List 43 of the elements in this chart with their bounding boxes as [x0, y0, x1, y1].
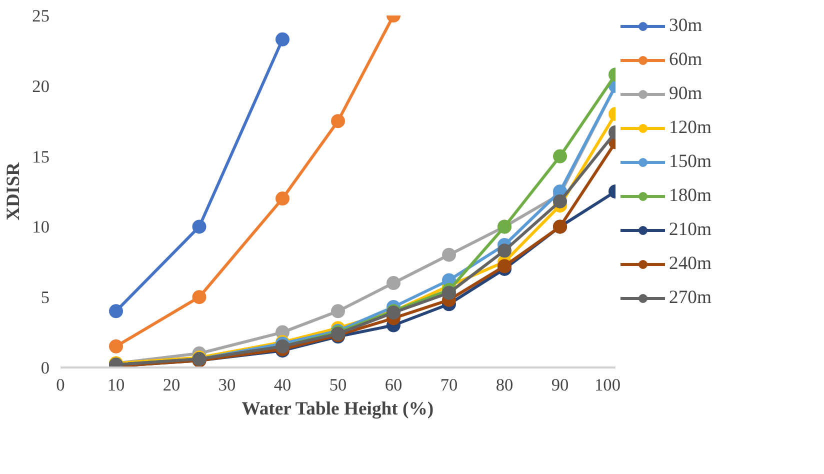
y-tick-label: 0 — [40, 358, 50, 378]
point — [442, 286, 456, 300]
legend-label: 270m — [669, 287, 712, 309]
point — [553, 149, 567, 164]
y-tick-label: 5 — [40, 288, 50, 308]
point — [192, 290, 206, 304]
x-tick-label: 10 — [107, 376, 125, 394]
point — [442, 248, 456, 262]
x-tick-label: 100 — [594, 376, 621, 394]
legend-label: 120m — [669, 117, 712, 139]
x-tick-label: 20 — [162, 376, 180, 394]
point — [331, 114, 345, 128]
x-tick-label: 0 — [56, 376, 65, 394]
point — [498, 244, 512, 258]
y-tick-label: 15 — [32, 147, 50, 166]
y-tick-label: 25 — [32, 6, 50, 26]
point — [553, 194, 567, 208]
x-tick-label: 90 — [551, 376, 569, 394]
x-tick-label: 40 — [274, 376, 292, 394]
x-axis-title: Water Table Height (%) — [242, 398, 434, 420]
point — [386, 276, 400, 290]
x-tick-label: 60 — [384, 376, 402, 394]
y-tick-label: 10 — [32, 218, 50, 237]
legend-label: 210m — [669, 219, 712, 241]
legend-label: 240m — [669, 253, 712, 275]
y-axis-title: XDISR — [3, 162, 24, 221]
x-tick-label: 50 — [329, 376, 347, 394]
legend-label: 180m — [669, 185, 712, 207]
legend-label: 90m — [669, 83, 702, 105]
point — [192, 220, 206, 234]
point — [109, 304, 123, 318]
point — [109, 339, 123, 354]
point — [276, 32, 290, 46]
x-tick-label: 30 — [218, 376, 236, 394]
legend-label: 30m — [669, 15, 702, 37]
x-tick-label: 70 — [440, 376, 458, 394]
point — [331, 304, 345, 318]
point — [276, 192, 290, 206]
x-tick-label: 80 — [496, 376, 514, 394]
legend-label: 150m — [669, 151, 712, 173]
y-tick-label: 20 — [32, 76, 50, 96]
legend-label: 60m — [669, 49, 702, 71]
point — [498, 259, 512, 274]
